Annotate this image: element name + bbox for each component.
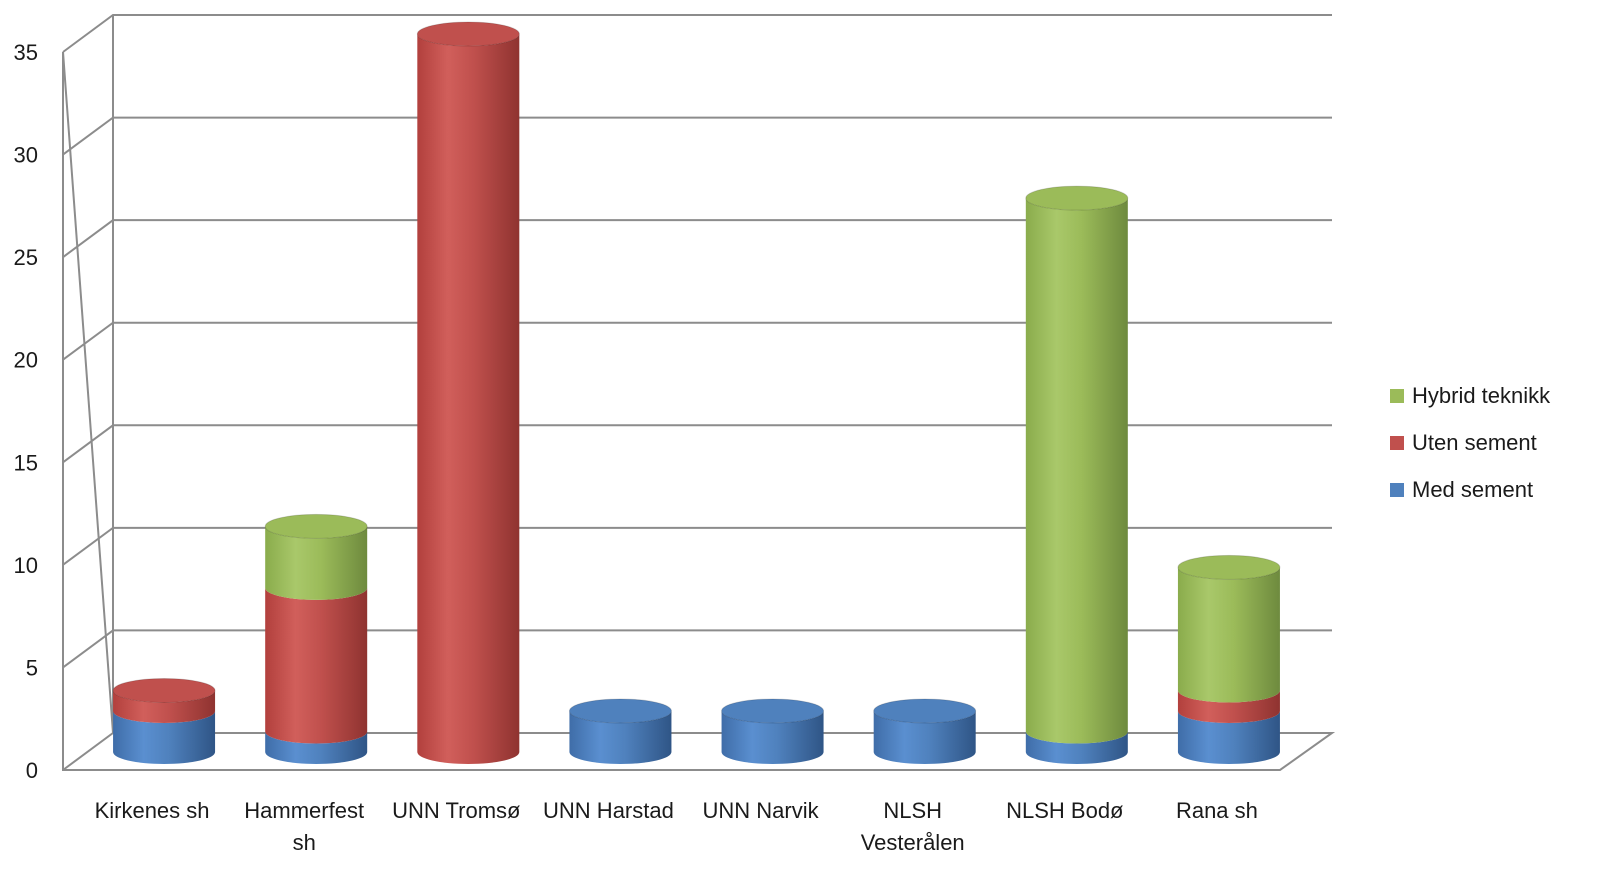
bar-segment <box>721 710 824 764</box>
gridline <box>62 116 1332 156</box>
bar-top-cap <box>264 513 368 539</box>
bar-top-cap <box>112 677 216 703</box>
legend: Hybrid teknikk Uten sement Med sement <box>1390 372 1550 513</box>
category-label: Kirkenes sh <box>95 798 210 823</box>
category-label: UNN Harstad <box>543 798 674 823</box>
category-label: NLSH Bodø <box>1006 798 1123 823</box>
gridline <box>62 424 1332 464</box>
bar-segment <box>113 710 216 764</box>
bar-group <box>873 698 977 764</box>
bar-top-cap <box>1177 554 1281 580</box>
gridlines <box>62 14 1332 771</box>
bar-segment <box>417 34 520 764</box>
bar-group <box>416 21 520 764</box>
bar-top-cap <box>721 698 825 724</box>
bar-group <box>264 513 368 764</box>
bar-top-cap <box>1025 185 1129 211</box>
y-tick-label: 35 <box>14 40 38 65</box>
gridline <box>62 321 1332 361</box>
y-tick-label: 15 <box>14 450 38 475</box>
y-tick-label: 0 <box>26 758 38 783</box>
bar-group <box>1025 185 1129 764</box>
gridline <box>62 14 1332 53</box>
x-axis-categories: Kirkenes sh Hammerfest sh UNN Tromsø UNN Har… <box>95 798 1258 855</box>
y-tick-label: 10 <box>14 553 38 578</box>
bar-segment <box>265 731 368 764</box>
category-label: Hammerfest sh <box>244 798 364 855</box>
bar-segment <box>265 526 368 600</box>
y-tick-label: 30 <box>14 143 38 168</box>
bar-segment <box>265 587 368 744</box>
gridline <box>62 629 1332 669</box>
legend-swatch <box>1390 388 1404 403</box>
gridline <box>62 526 1332 566</box>
gridline <box>62 219 1332 258</box>
category-label: Rana sh <box>1176 798 1258 823</box>
legend-label: Med sement <box>1412 476 1534 502</box>
legend-swatch <box>1390 435 1404 450</box>
bar-segment <box>1177 567 1280 703</box>
bar-segment <box>873 710 976 764</box>
bar-top-cap <box>416 21 520 47</box>
bar-group <box>1177 554 1281 764</box>
y-axis-ticks: 0 5 10 15 20 25 30 35 <box>14 40 38 783</box>
y-tick-label: 5 <box>26 655 38 680</box>
bar-segment <box>1025 731 1128 764</box>
category-label: NLSH Vesterålen <box>861 798 965 855</box>
bar-group <box>721 698 825 764</box>
bar-segment <box>569 710 672 764</box>
legend-swatch <box>1390 482 1404 497</box>
floor <box>62 51 1336 771</box>
category-label: UNN Tromsø <box>392 798 520 823</box>
legend-label: Uten sement <box>1412 429 1537 455</box>
chart-walls <box>62 15 1336 771</box>
bar-group <box>568 698 672 764</box>
bar-group <box>112 677 216 764</box>
y-tick-label: 20 <box>14 348 38 373</box>
category-label: UNN Narvik <box>703 798 820 823</box>
y-tick-label: 25 <box>14 245 38 270</box>
bar-top-cap <box>873 698 977 724</box>
legend-item: Med sement <box>1390 466 1550 513</box>
bars <box>112 21 1281 764</box>
bar-segment <box>1025 198 1128 744</box>
bar-segment <box>1177 690 1280 723</box>
bar-top-cap <box>568 698 672 724</box>
bar-segment <box>1177 710 1280 764</box>
legend-item: Uten sement <box>1390 419 1550 466</box>
legend-label: Hybrid teknikk <box>1412 382 1551 408</box>
bar-segment <box>113 690 216 723</box>
legend-item: Hybrid teknikk <box>1390 372 1550 419</box>
